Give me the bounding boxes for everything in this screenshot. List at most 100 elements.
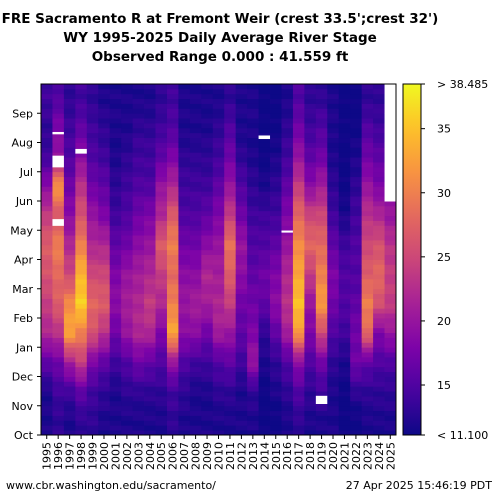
heatmap-cell bbox=[304, 342, 317, 348]
heatmap-cell bbox=[258, 118, 271, 124]
heatmap-cell bbox=[224, 230, 237, 236]
heatmap-cell bbox=[178, 366, 191, 373]
heatmap-cell bbox=[155, 118, 168, 124]
heatmap-cell bbox=[304, 283, 317, 290]
heatmap-cell bbox=[304, 347, 317, 353]
heatmap-cell bbox=[75, 283, 88, 290]
heatmap-cell bbox=[304, 84, 317, 90]
colorbar-tick-label: 15 bbox=[437, 379, 451, 392]
heatmap-cell bbox=[235, 225, 248, 231]
heatmap-cell bbox=[86, 137, 99, 143]
heatmap-cell bbox=[373, 269, 385, 275]
heatmap-cell bbox=[258, 123, 271, 129]
heatmap-cell bbox=[315, 347, 328, 353]
heatmap-cell bbox=[41, 342, 53, 348]
heatmap-cell bbox=[121, 288, 134, 295]
heatmap-cell bbox=[98, 357, 111, 363]
x-tick-label: 2009 bbox=[201, 442, 214, 470]
heatmap-cell bbox=[98, 347, 111, 353]
heatmap-cell bbox=[224, 171, 237, 178]
heatmap-cell bbox=[338, 415, 351, 421]
heatmap-cell bbox=[109, 162, 122, 168]
heatmap-cell bbox=[144, 327, 156, 334]
heatmap-cell bbox=[281, 137, 294, 143]
heatmap-cell bbox=[247, 181, 259, 187]
heatmap-cell bbox=[338, 225, 351, 231]
heatmap-cell bbox=[75, 84, 88, 90]
heatmap-cell bbox=[224, 249, 237, 256]
heatmap-cell bbox=[304, 254, 317, 260]
heatmap-cell bbox=[121, 342, 134, 348]
heatmap-cell bbox=[373, 230, 385, 236]
heatmap-cell bbox=[189, 332, 202, 338]
heatmap-cell bbox=[121, 123, 134, 129]
heatmap-cell bbox=[350, 176, 363, 182]
heatmap-cell bbox=[189, 283, 202, 290]
heatmap-cell bbox=[52, 205, 65, 212]
heatmap-cell bbox=[350, 166, 363, 173]
heatmap-cell bbox=[75, 313, 88, 319]
heatmap-cell bbox=[247, 415, 259, 421]
heatmap-cell bbox=[98, 205, 111, 212]
heatmap-cell bbox=[315, 283, 328, 290]
heatmap-cell bbox=[258, 162, 271, 168]
heatmap-cell bbox=[41, 303, 53, 309]
heatmap-cell bbox=[327, 191, 340, 197]
heatmap-cell bbox=[132, 288, 145, 295]
heatmap-cell bbox=[52, 352, 65, 358]
heatmap-cell bbox=[247, 142, 259, 148]
heatmap-cell bbox=[270, 415, 282, 421]
heatmap-cell bbox=[350, 118, 363, 124]
heatmap-cell bbox=[41, 259, 53, 265]
heatmap-cell bbox=[155, 259, 168, 265]
heatmap-cell bbox=[327, 88, 340, 95]
heatmap-cell bbox=[235, 361, 248, 368]
heatmap-cell bbox=[86, 327, 99, 334]
heatmap-cell bbox=[315, 430, 328, 436]
heatmap-cell bbox=[315, 420, 328, 426]
heatmap-cell bbox=[361, 332, 374, 338]
heatmap-cell bbox=[292, 303, 305, 309]
heatmap-cell bbox=[270, 322, 282, 329]
heatmap-cell bbox=[166, 84, 179, 90]
heatmap-cell bbox=[281, 430, 294, 436]
heatmap-cell bbox=[384, 249, 397, 256]
heatmap-cell bbox=[155, 352, 168, 358]
heatmap-cell bbox=[373, 157, 385, 163]
heatmap-cell bbox=[235, 313, 248, 319]
heatmap-cell bbox=[41, 142, 53, 148]
heatmap-cell bbox=[52, 396, 65, 402]
heatmap-cell bbox=[258, 332, 271, 338]
heatmap-cell bbox=[109, 196, 122, 202]
heatmap-cell bbox=[373, 186, 385, 192]
x-tick-label: 2011 bbox=[224, 442, 237, 470]
heatmap-cell bbox=[304, 103, 317, 109]
heatmap-cell bbox=[350, 181, 363, 187]
heatmap-cell bbox=[52, 84, 65, 90]
heatmap-cell bbox=[166, 176, 179, 182]
heatmap-cell bbox=[121, 186, 134, 192]
heatmap-cell bbox=[52, 181, 65, 187]
heatmap-cell bbox=[235, 220, 248, 226]
heatmap-cell bbox=[41, 210, 53, 217]
heatmap-cell bbox=[292, 84, 305, 90]
heatmap-cell bbox=[281, 113, 294, 119]
heatmap-cell bbox=[155, 88, 168, 95]
heatmap-cell bbox=[327, 171, 340, 178]
heatmap-cell bbox=[350, 327, 363, 334]
heatmap-cell bbox=[201, 420, 214, 426]
heatmap-cell bbox=[109, 230, 122, 236]
heatmap-cell bbox=[270, 332, 282, 338]
heatmap-cell bbox=[109, 249, 122, 256]
heatmap-cell bbox=[75, 298, 88, 304]
heatmap-cell bbox=[63, 332, 76, 338]
heatmap-cell bbox=[292, 332, 305, 338]
heatmap-cell bbox=[258, 84, 271, 90]
heatmap-cell bbox=[201, 118, 214, 124]
heatmap-cell bbox=[178, 196, 191, 202]
heatmap-cell bbox=[327, 342, 340, 348]
heatmap-cell bbox=[201, 88, 214, 95]
heatmap-cell bbox=[384, 366, 397, 373]
heatmap-cell bbox=[270, 347, 282, 353]
